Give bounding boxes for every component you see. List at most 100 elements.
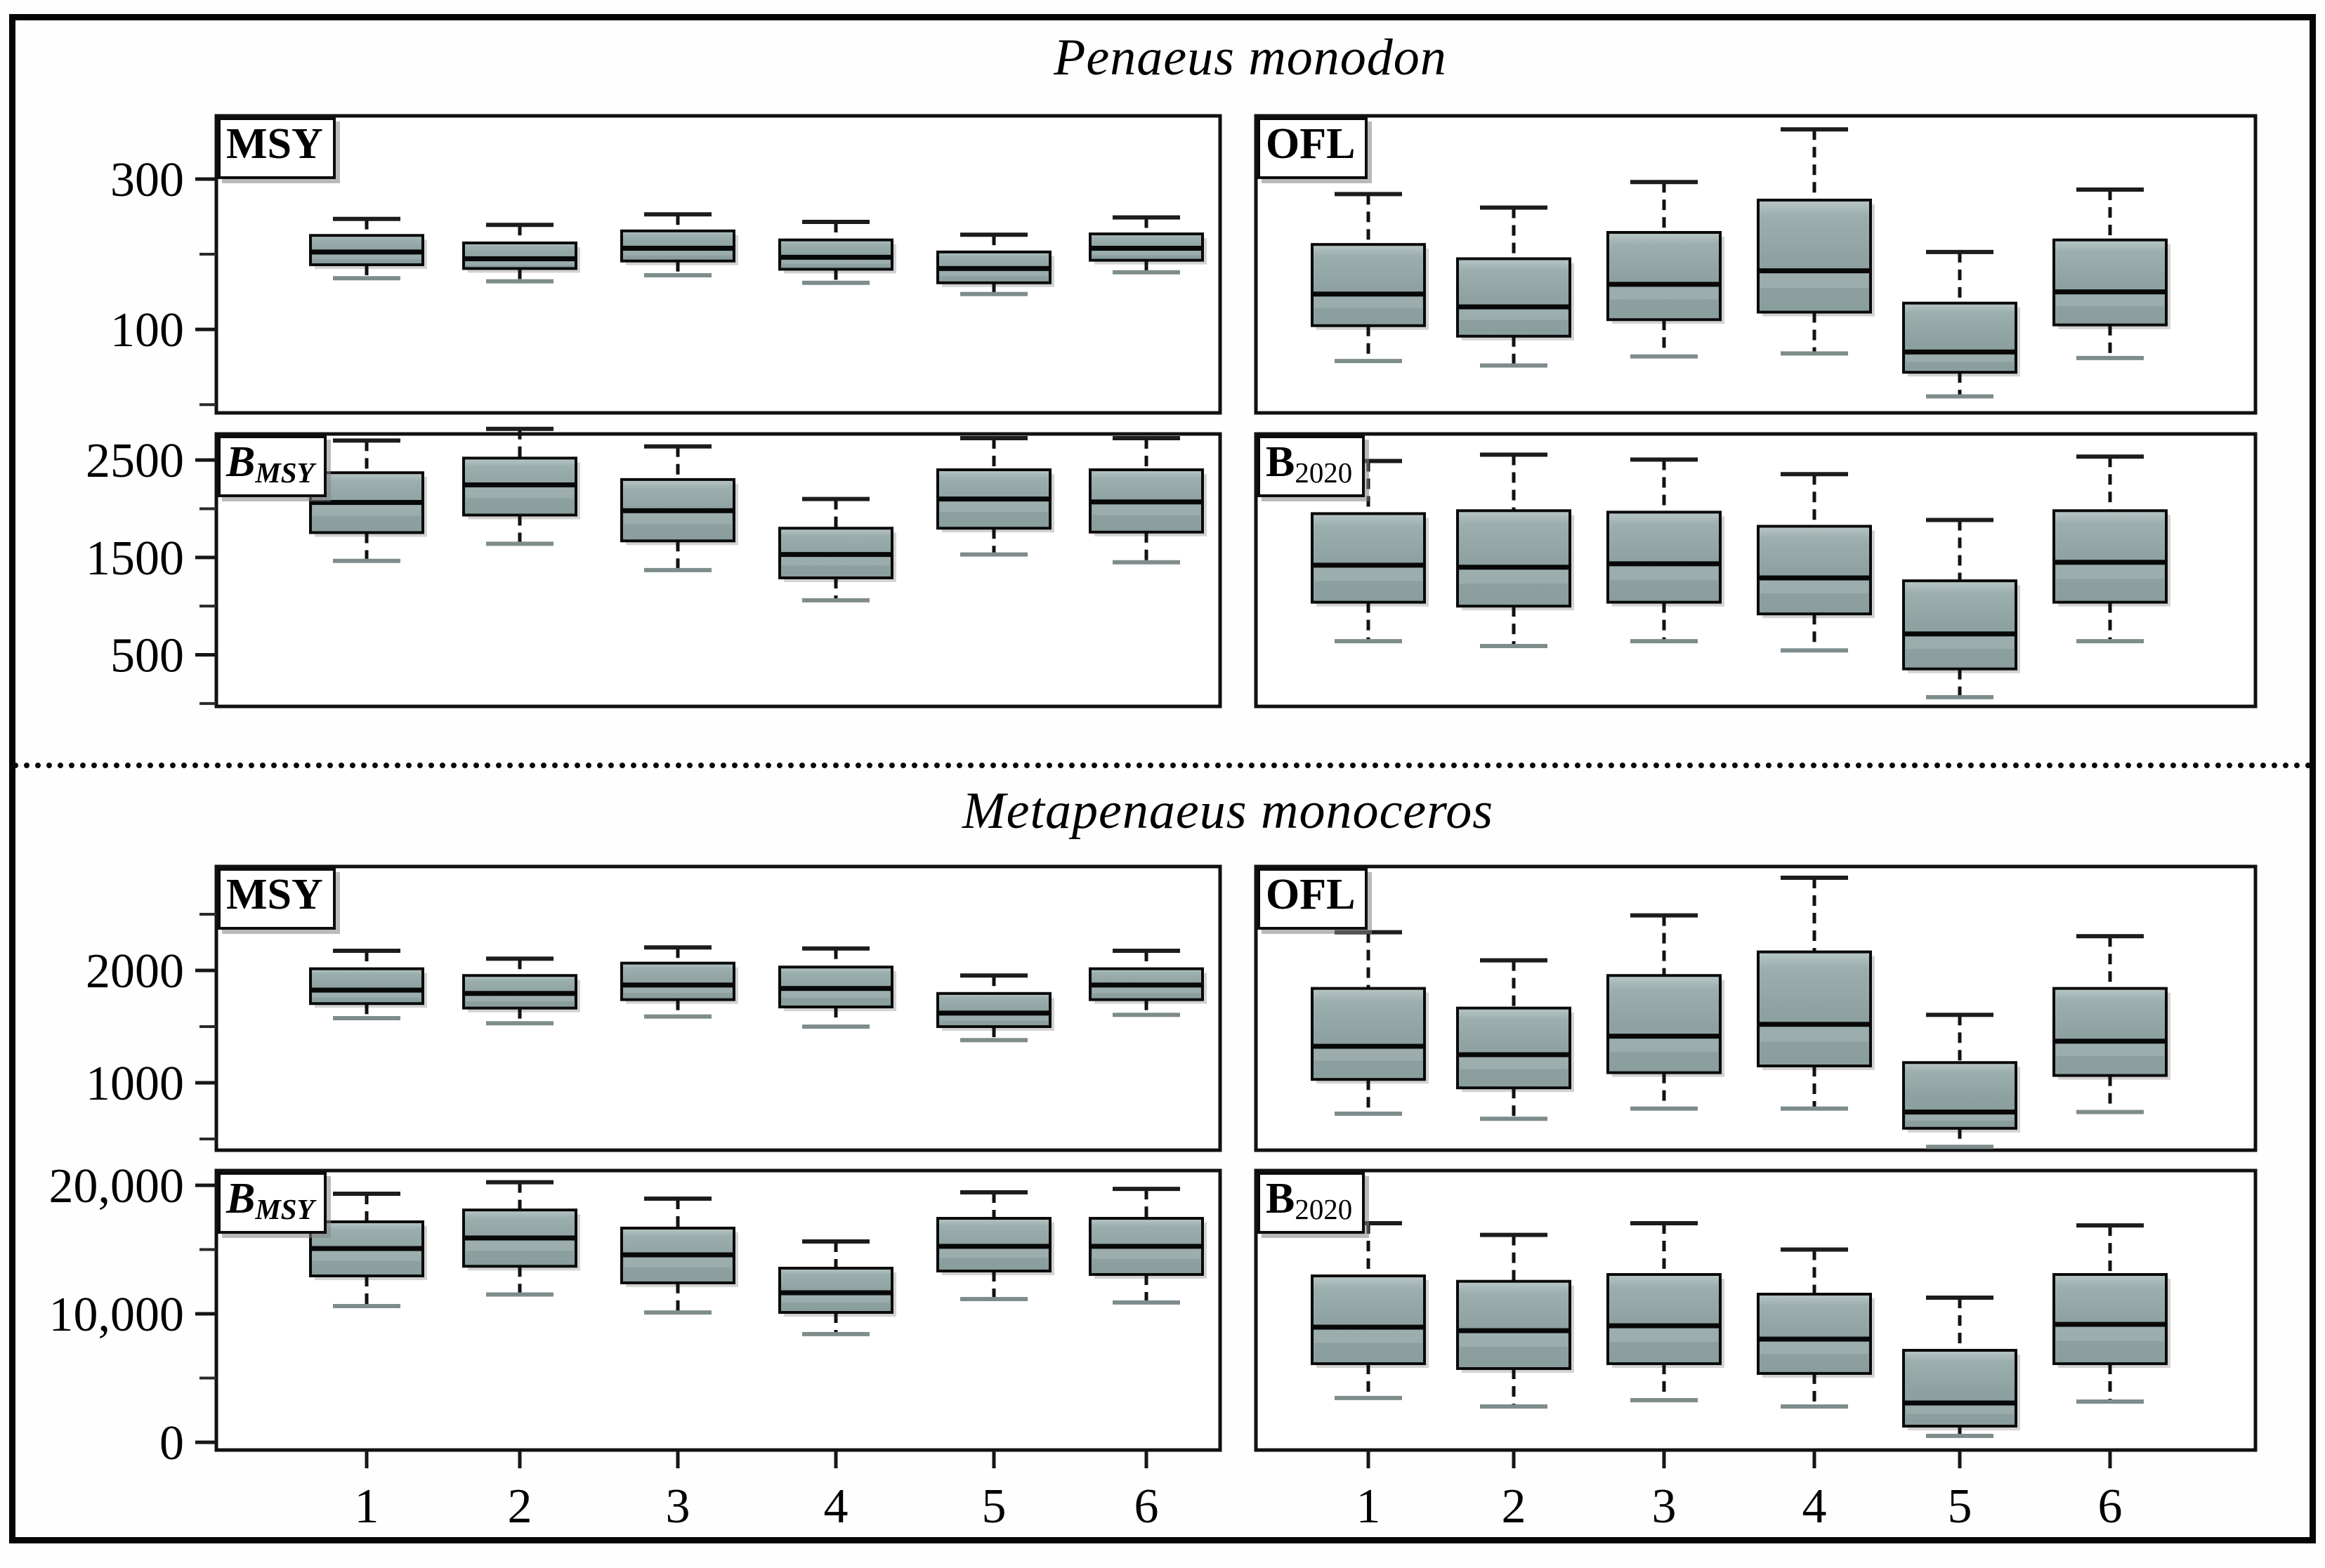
boxplot-mm-b2020-s5 bbox=[1902, 1295, 2020, 1438]
boxplot-mm-msy-s3 bbox=[620, 945, 738, 1019]
panel-pm-bmsy: 2500 1500 500 bbox=[86, 426, 1222, 709]
boxplot-pm-ofl-s5 bbox=[1902, 249, 2020, 399]
boxplot-pm-bmsy-s2 bbox=[462, 426, 580, 546]
boxplot-pm-ofl-s6 bbox=[2052, 187, 2170, 360]
panel-label-msy-bottom: MSY bbox=[218, 868, 336, 930]
panel-pm-b2020 bbox=[1254, 432, 2258, 709]
boxplot-mm-bmsy-s2 bbox=[462, 1180, 580, 1297]
boxplot-mm-b2020-s2 bbox=[1456, 1232, 1574, 1409]
iqr-box bbox=[1456, 509, 1571, 608]
boxplot-pm-ofl-s4 bbox=[1757, 127, 1875, 356]
iqr-box bbox=[1902, 1348, 2017, 1428]
boxplot-mm-b2020-s6 bbox=[2052, 1223, 2170, 1404]
iqr-box bbox=[1902, 1061, 2017, 1130]
species-title-metapenaeus-monoceros: Metapenaeus monoceros bbox=[962, 782, 1494, 840]
boxplot-mm-msy-s2 bbox=[462, 956, 580, 1026]
boxplot-pm-bmsy-s1 bbox=[309, 438, 427, 563]
boxplot-pm-b2020-s1 bbox=[1311, 459, 1429, 644]
boxplot-pm-bmsy-s3 bbox=[620, 444, 738, 572]
iqr-box bbox=[2052, 987, 2168, 1077]
panel-mm-bmsy: 20,000 10,000 0 1 2 3 4 5 6 bbox=[49, 1159, 1222, 1534]
boxplot-mm-ofl-s2 bbox=[1456, 958, 1574, 1121]
iqr-box bbox=[1606, 1273, 1722, 1366]
boxplot-pm-b2020-s2 bbox=[1456, 452, 1574, 649]
boxplot-mm-msy-s6 bbox=[1089, 949, 1207, 1017]
boxplot-mm-ofl-s6 bbox=[2052, 934, 2170, 1114]
boxplot-pm-ofl-s3 bbox=[1606, 180, 1724, 359]
iqr-box bbox=[309, 967, 424, 1006]
boxplot-pm-ofl-s1 bbox=[1311, 192, 1429, 364]
x-tick-label-scenario-5: 5 bbox=[1948, 1480, 1972, 1534]
panel-label-b2020-top: B2020 bbox=[1257, 435, 1365, 497]
iqr-box bbox=[1456, 1279, 1571, 1370]
boxplot-pm-msy-s1 bbox=[309, 216, 427, 281]
iqr-box bbox=[1311, 243, 1426, 327]
panel-label-ofl-bottom: OFL bbox=[1257, 868, 1368, 930]
iqr-box bbox=[2052, 238, 2168, 327]
boxplot-mm-bmsy-s3 bbox=[620, 1197, 738, 1315]
iqr-box bbox=[1606, 230, 1722, 322]
x-tick-label-scenario-2: 2 bbox=[1502, 1480, 1526, 1534]
x-tick-label-scenario-4: 4 bbox=[824, 1480, 849, 1534]
boxplot-pm-b2020-s4 bbox=[1757, 472, 1875, 653]
y-tick-label: 20,000 bbox=[49, 1159, 185, 1213]
iqr-box bbox=[1606, 510, 1722, 604]
x-tick-label-scenario-6: 6 bbox=[1134, 1480, 1159, 1534]
boxplot-pm-ofl-s2 bbox=[1456, 205, 1574, 368]
x-tick-label-scenario-1: 1 bbox=[1356, 1480, 1381, 1534]
panel-mm-b2020: 1 2 3 4 5 6 bbox=[1254, 1168, 2258, 1534]
boxplot-pm-msy-s3 bbox=[620, 212, 738, 278]
iqr-box bbox=[1456, 1006, 1571, 1090]
iqr-box bbox=[1757, 198, 1872, 314]
panel-pm-msy: 300 100 bbox=[110, 114, 1222, 415]
boxplot-mm-bmsy-s5 bbox=[936, 1190, 1054, 1301]
boxplot-mm-bmsy-s6 bbox=[1089, 1187, 1207, 1305]
iqr-box bbox=[620, 961, 735, 1001]
boxplot-mm-ofl-s4 bbox=[1757, 876, 1875, 1111]
iqr-box bbox=[1311, 512, 1426, 604]
iqr-box bbox=[1456, 257, 1571, 338]
boxplot-pm-b2020-s5 bbox=[1902, 518, 2020, 699]
y-tick-label: 1000 bbox=[86, 1057, 184, 1111]
x-tick-label-scenario-3: 3 bbox=[666, 1480, 690, 1534]
iqr-box bbox=[462, 241, 577, 270]
iqr-box bbox=[1606, 974, 1722, 1074]
iqr-box bbox=[1757, 1293, 1872, 1375]
x-tick-label-scenario-6: 6 bbox=[2098, 1480, 2123, 1534]
boxplot-pm-bmsy-s5 bbox=[936, 435, 1054, 557]
panel-pm-ofl bbox=[1254, 114, 2258, 415]
iqr-box bbox=[1757, 950, 1872, 1067]
species-title-penaeus-monodon: Penaeus monodon bbox=[1054, 29, 1447, 86]
y-tick-label: 0 bbox=[159, 1416, 184, 1470]
boxplot-pm-b2020-s6 bbox=[2052, 454, 2170, 644]
boxplot-pm-msy-s2 bbox=[462, 223, 580, 284]
iqr-box bbox=[1311, 1274, 1426, 1366]
boxplot-mm-msy-s1 bbox=[309, 949, 427, 1020]
boxplot-mm-ofl-s5 bbox=[1902, 1013, 2020, 1149]
boxplot-mm-msy-s5 bbox=[936, 973, 1054, 1043]
boxplot-pm-msy-s4 bbox=[778, 219, 896, 285]
boxplot-pm-bmsy-s6 bbox=[1089, 435, 1207, 565]
boxplot-mm-b2020-s1 bbox=[1311, 1220, 1429, 1400]
boxplot-mm-bmsy-s1 bbox=[309, 1191, 427, 1309]
x-tick-label-scenario-5: 5 bbox=[982, 1480, 1007, 1534]
boxplot-mm-msy-s4 bbox=[778, 946, 896, 1029]
panel-mm-msy: 2000 1000 bbox=[86, 864, 1222, 1152]
y-tick-label: 1500 bbox=[86, 532, 184, 586]
x-tick-label-scenario-3: 3 bbox=[1652, 1480, 1677, 1534]
y-tick-label: 500 bbox=[110, 629, 184, 683]
iqr-box bbox=[2052, 509, 2168, 604]
y-tick-label: 100 bbox=[110, 303, 184, 357]
boxplot-mm-b2020-s4 bbox=[1757, 1247, 1875, 1409]
iqr-box bbox=[778, 238, 893, 271]
boxplot-mm-ofl-s3 bbox=[1606, 913, 1724, 1111]
iqr-box bbox=[2052, 1273, 2168, 1366]
x-tick-label-scenario-2: 2 bbox=[508, 1480, 532, 1534]
boxplot-pm-bmsy-s4 bbox=[778, 496, 896, 602]
iqr-box bbox=[1902, 301, 2017, 374]
panel-label-bmsy-top: BMSY bbox=[218, 435, 327, 497]
x-tick-label-scenario-1: 1 bbox=[355, 1480, 379, 1534]
boxplot-mm-b2020-s3 bbox=[1606, 1220, 1724, 1402]
